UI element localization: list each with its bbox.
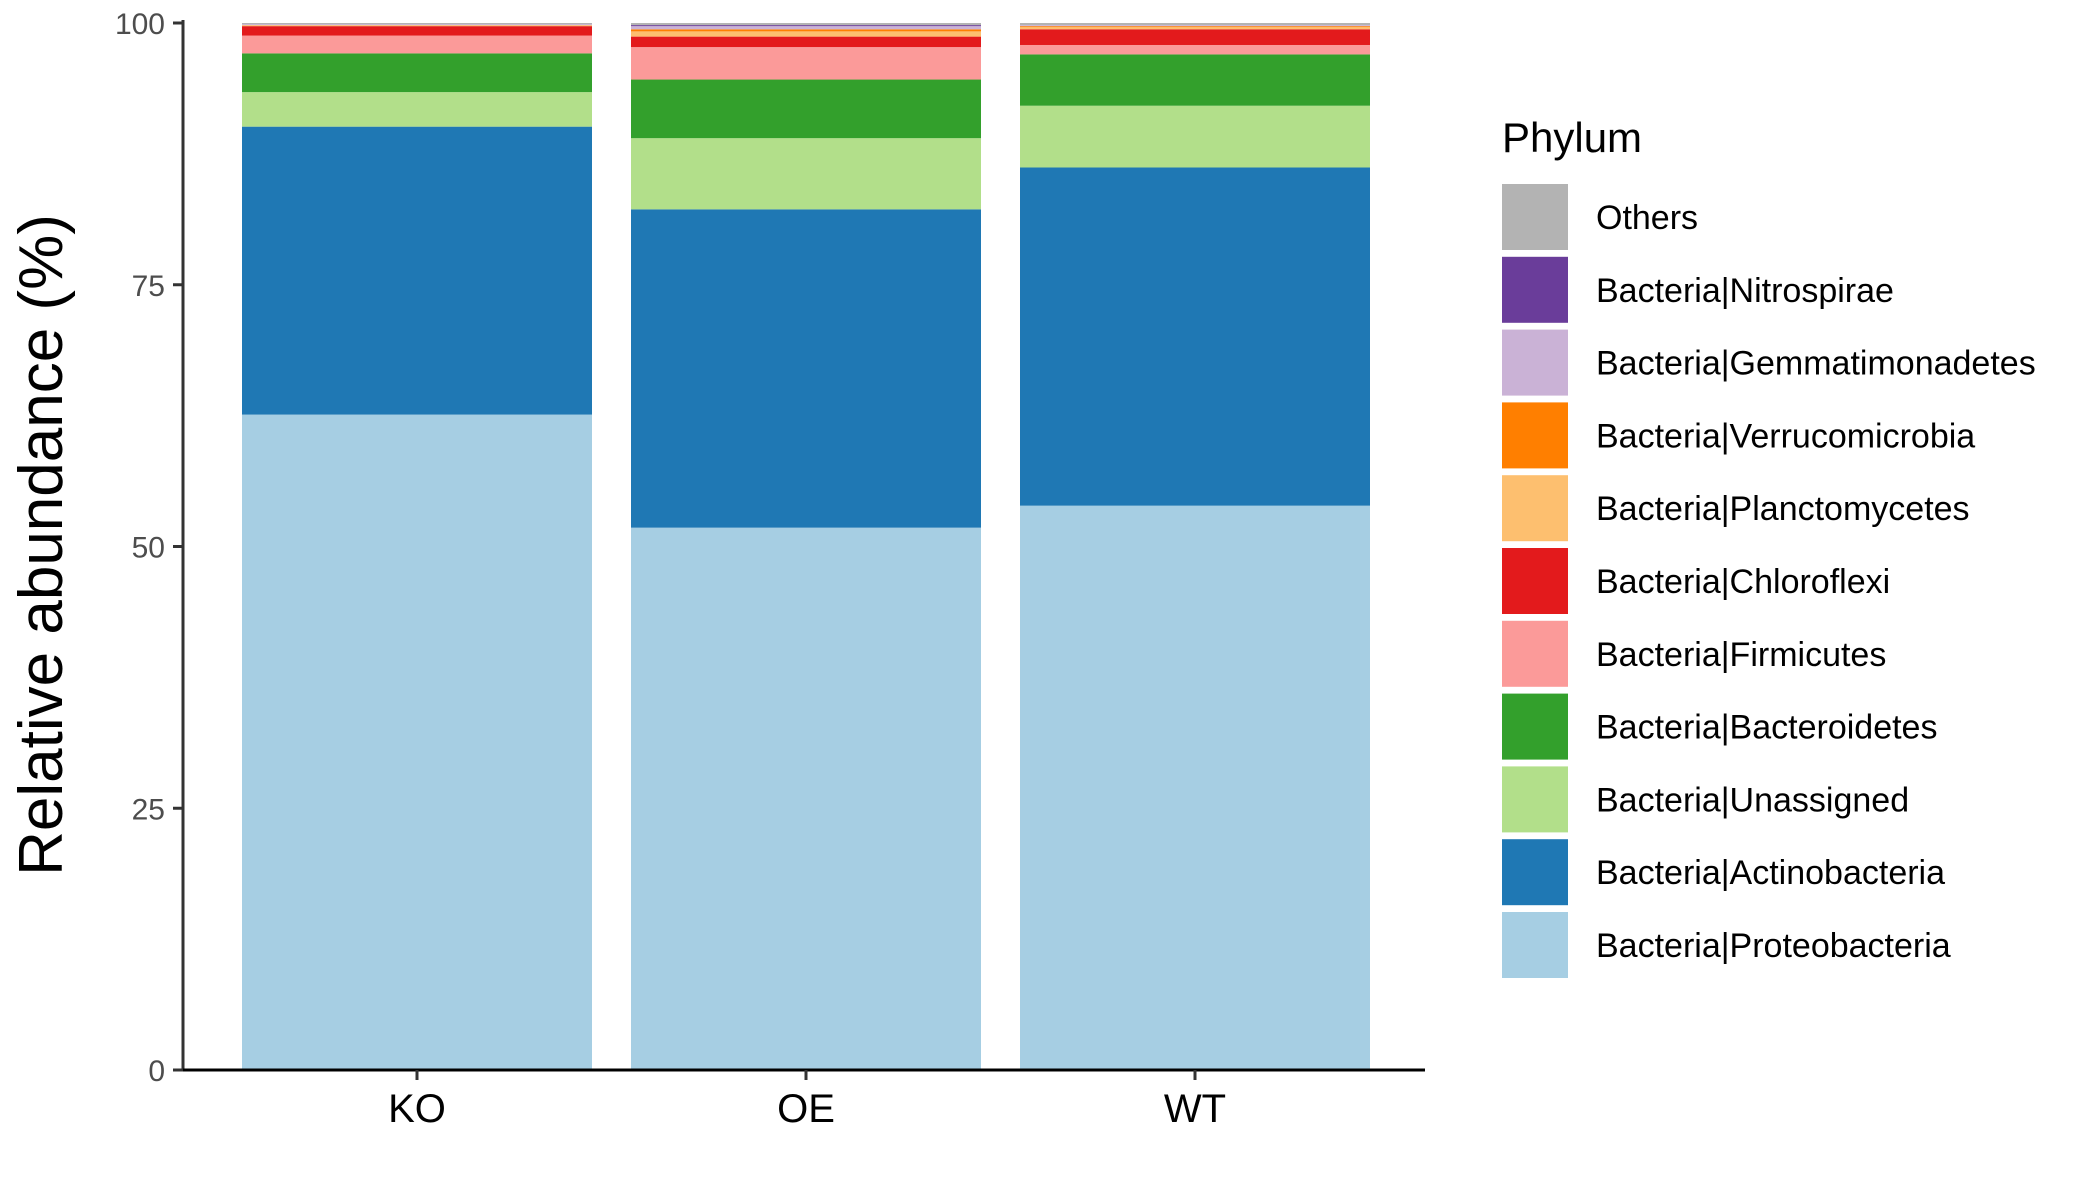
bar-wt-bacteria-chloroflexi: [1020, 29, 1370, 45]
x-tick-label-wt: WT: [1164, 1087, 1226, 1131]
bar-ko-others: [242, 23, 592, 25]
bar-wt-bacteria-unassigned: [1020, 105, 1370, 168]
legend-items: Others Bacteria|Nitrospirae Bacteria|Gemma…: [1502, 184, 2036, 978]
y-axis-title: Relative abundance (%): [7, 214, 76, 876]
legend-key-bacteria-actinobacteria: [1502, 839, 1568, 906]
bar-oe-bacteria-chloroflexi: [631, 36, 981, 48]
bar-wt-bacteria-firmicutes: [1020, 44, 1370, 55]
bar-ko-bacteria-gemmatimonadetes: [242, 24, 592, 26]
legend-label-bacteria-bacteroidetes: Bacteria|Bacteroidetes: [1596, 709, 1937, 747]
legend: Phylum Others Bacteria|Nitrospirae Bacteri…: [1502, 114, 2036, 978]
legend-label-bacteria-verrucomicrobia: Bacteria|Verrucomicrobia: [1596, 417, 1975, 455]
legend-label-bacteria-planctomycetes: Bacteria|Planctomycetes: [1596, 490, 1970, 528]
y-tick-label-0: 0: [148, 1055, 165, 1088]
bar-oe-bacteria-proteobacteria: [631, 527, 981, 1070]
legend-label-bacteria-chloroflexi: Bacteria|Chloroflexi: [1596, 563, 1890, 601]
bar-group-oe: [631, 23, 981, 1070]
bar-wt-bacteria-bacteroidetes: [1020, 54, 1370, 106]
legend-key-bacteria-gemmatimonadetes: [1502, 329, 1568, 396]
bars-layer: [242, 23, 1370, 1070]
bar-ko-bacteria-firmicutes: [242, 35, 592, 54]
legend-label-bacteria-proteobacteria: Bacteria|Proteobacteria: [1596, 927, 1951, 965]
legend-label-bacteria-actinobacteria: Bacteria|Actinobacteria: [1596, 854, 1945, 892]
legend-label-others: Others: [1596, 199, 1698, 237]
bar-wt-others: [1020, 23, 1370, 26]
y-tick-label-25: 25: [132, 793, 165, 826]
legend-key-bacteria-verrucomicrobia: [1502, 402, 1568, 469]
bar-oe-bacteria-unassigned: [631, 138, 981, 210]
legend-label-bacteria-nitrospirae: Bacteria|Nitrospirae: [1596, 272, 1894, 310]
bar-ko-bacteria-proteobacteria: [242, 414, 592, 1070]
legend-key-bacteria-proteobacteria: [1502, 912, 1568, 978]
legend-key-bacteria-firmicutes: [1502, 620, 1568, 687]
legend-title: Phylum: [1502, 114, 1642, 161]
bar-wt-bacteria-gemmatimonadetes: [1020, 25, 1370, 27]
legend-key-others: [1502, 184, 1568, 250]
bar-ko-bacteria-unassigned: [242, 92, 592, 127]
bar-ko-bacteria-bacteroidetes: [242, 53, 592, 93]
legend-key-bacteria-planctomycetes: [1502, 475, 1568, 542]
bar-oe-bacteria-verrucomicrobia: [631, 29, 981, 32]
bar-wt-bacteria-actinobacteria: [1020, 167, 1370, 506]
legend-label-bacteria-unassigned: Bacteria|Unassigned: [1596, 781, 1909, 819]
x-ticks: KO OE WT: [388, 1070, 1226, 1131]
bar-wt-bacteria-verrucomicrobia: [1020, 26, 1370, 28]
bar-group-wt: [1020, 23, 1370, 1070]
y-tick-label-50: 50: [132, 532, 165, 565]
legend-key-bacteria-bacteroidetes: [1502, 693, 1568, 760]
bar-oe-bacteria-bacteroidetes: [631, 79, 981, 139]
bar-group-ko: [242, 23, 592, 1070]
bar-ko-bacteria-actinobacteria: [242, 126, 592, 415]
bar-oe-bacteria-nitrospirae: [631, 25, 981, 27]
legend-label-bacteria-firmicutes: Bacteria|Firmicutes: [1596, 636, 1886, 674]
bar-oe-bacteria-gemmatimonadetes: [631, 26, 981, 30]
bar-oe-bacteria-firmicutes: [631, 47, 981, 80]
legend-key-bacteria-unassigned: [1502, 766, 1568, 833]
y-ticks: 0 25 50 75 100: [115, 8, 183, 1088]
y-tick-label-100: 100: [115, 8, 165, 41]
legend-label-bacteria-gemmatimonadetes: Bacteria|Gemmatimonadetes: [1596, 345, 2036, 383]
legend-key-bacteria-nitrospirae: [1502, 256, 1568, 323]
x-tick-label-oe: OE: [777, 1087, 835, 1131]
bar-ko-bacteria-chloroflexi: [242, 26, 592, 36]
x-tick-label-ko: KO: [388, 1087, 446, 1131]
legend-key-bacteria-chloroflexi: [1502, 548, 1568, 614]
bar-wt-bacteria-planctomycetes: [1020, 27, 1370, 30]
bar-oe-others: [631, 23, 981, 26]
y-tick-label-75: 75: [132, 270, 165, 303]
bar-oe-bacteria-actinobacteria: [631, 209, 981, 528]
bar-oe-bacteria-planctomycetes: [631, 31, 981, 37]
bar-ko-bacteria-planctomycetes: [242, 25, 592, 27]
bar-wt-bacteria-proteobacteria: [1020, 505, 1370, 1070]
